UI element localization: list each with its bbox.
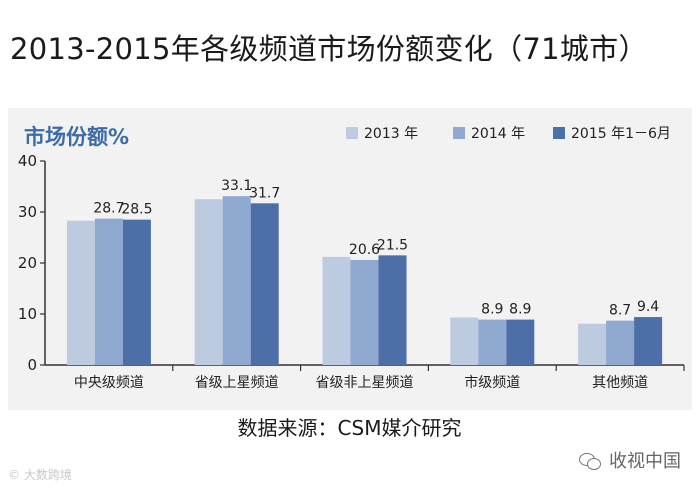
watermark-right-text: 收视中国 (609, 451, 681, 472)
x-tick-label: 省级上星频道 (195, 375, 279, 391)
wechat-icon (579, 451, 601, 470)
bar (578, 323, 607, 365)
chart-panel: 市场份额% 0 10 20 30 40 28.7 28.5 中央级频道 33.1 31.7 省级上星频… (8, 108, 692, 410)
legend-swatch (453, 127, 465, 139)
bar (122, 219, 151, 365)
legend-label: 2015 年1－6月 (571, 126, 671, 142)
bar (222, 196, 251, 365)
bar (506, 319, 535, 365)
bar (194, 199, 223, 365)
watermark-right: 收视中国 (579, 447, 681, 473)
bar (94, 218, 123, 365)
x-tick-label: 其他频道 (592, 375, 648, 391)
bar (450, 317, 479, 365)
bar (606, 320, 635, 365)
data-label: 33.1 (221, 178, 252, 194)
watermark-left: © 大数跨境 (8, 468, 72, 482)
data-label: 8.9 (509, 302, 531, 318)
bar (350, 259, 379, 365)
legend-label: 2014 年 (471, 126, 525, 142)
source-note: 数据来源：CSM媒介研究 (237, 416, 462, 440)
legend-swatch (553, 127, 565, 139)
bar (478, 319, 507, 365)
bar (322, 256, 351, 365)
y-tick-label: 10 (18, 305, 37, 323)
y-tick-label: 30 (18, 203, 37, 221)
chart-title: 市场份额% (24, 125, 129, 149)
x-tick-label: 市级频道 (464, 374, 520, 391)
bar-chart: 市场份额% 0 10 20 30 40 28.728.5 中央级频道 33.131.7 省级上星频… (18, 125, 685, 391)
data-label: 21.5 (377, 237, 408, 253)
data-label: 28.7 (93, 201, 124, 217)
y-tick-label: 40 (18, 152, 37, 170)
bar (634, 317, 663, 365)
data-label: 31.7 (249, 185, 280, 201)
data-label: 9.4 (637, 299, 659, 315)
bar (378, 255, 407, 365)
bar (250, 203, 279, 365)
data-label: 28.5 (121, 202, 152, 218)
page-title: 2013-2015年各级频道市场份额变化（71城市） (10, 32, 648, 66)
x-tick-label: 中央级频道 (74, 375, 144, 391)
data-label: 8.7 (609, 303, 631, 319)
data-label: 8.9 (481, 302, 503, 318)
x-tick-label: 省级非上星频道 (316, 375, 414, 391)
y-tick-label: 0 (27, 356, 37, 374)
data-label: 20.6 (349, 242, 380, 258)
legend-swatch (346, 127, 358, 139)
legend-label: 2013 年 (364, 126, 418, 142)
bar (66, 220, 95, 365)
y-tick-label: 20 (18, 254, 37, 272)
